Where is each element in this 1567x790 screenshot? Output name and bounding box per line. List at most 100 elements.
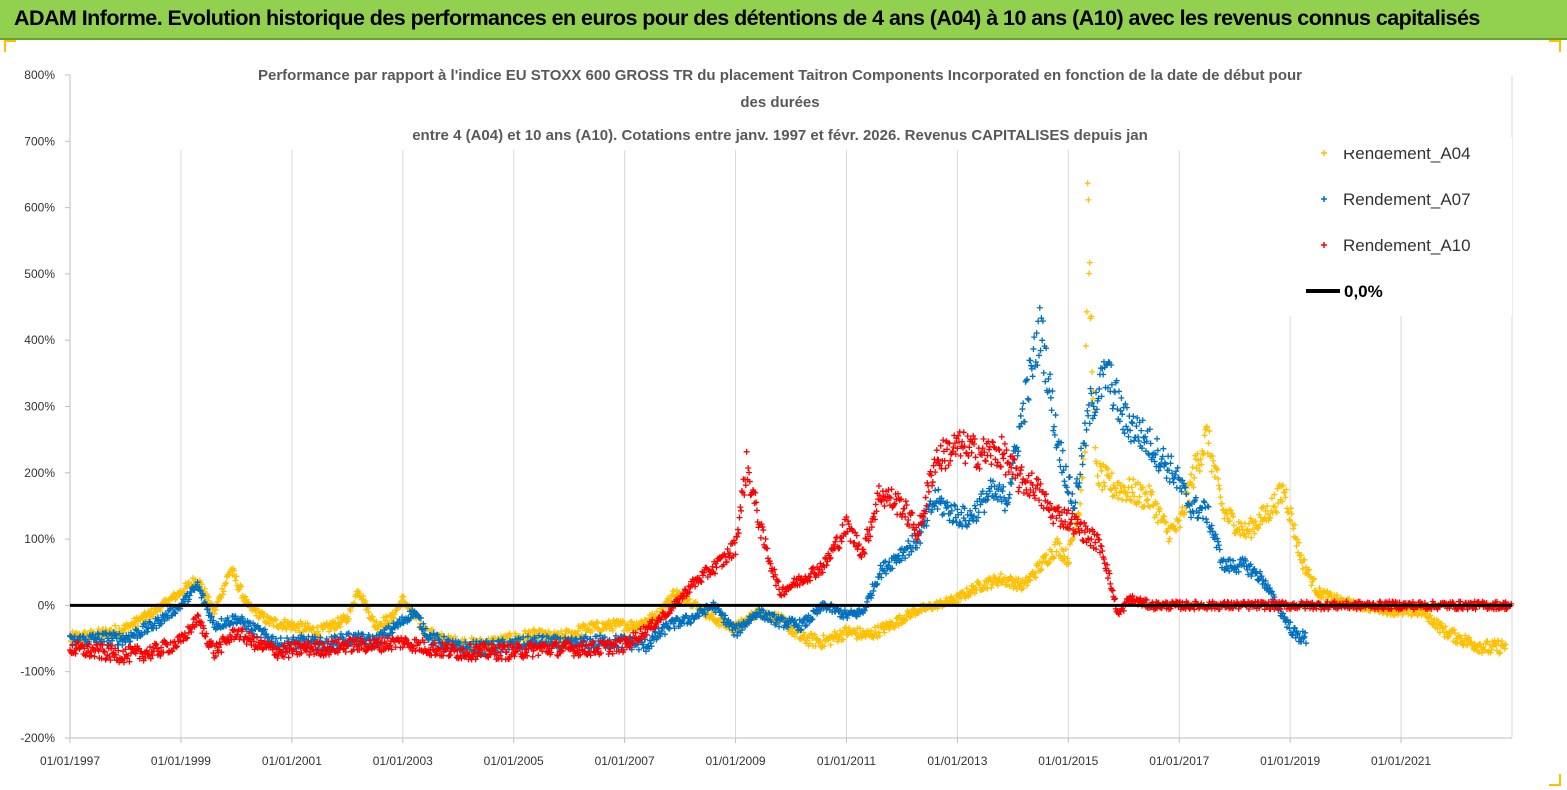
data-point [1275, 500, 1282, 507]
data-point [1210, 457, 1217, 464]
y-tick-label: -100% [20, 665, 55, 679]
data-point [1288, 510, 1295, 517]
data-point [1146, 504, 1153, 511]
data-point [1230, 513, 1237, 520]
data-point [1238, 523, 1245, 530]
data-point [161, 618, 168, 625]
data-point [1327, 590, 1334, 597]
y-tick-label: -200% [20, 731, 55, 745]
data-point [1027, 577, 1034, 584]
data-point [872, 628, 879, 635]
data-point [1310, 575, 1317, 582]
data-point [1054, 535, 1061, 542]
data-point [1157, 505, 1164, 512]
data-point [1046, 559, 1053, 566]
x-tick-label: 01/01/2011 [817, 754, 876, 768]
data-point [918, 608, 925, 615]
data-point [1425, 618, 1432, 625]
data-point [531, 627, 538, 634]
data-point [1193, 465, 1200, 472]
data-point [1101, 483, 1108, 490]
data-point [374, 626, 381, 633]
data-point [988, 584, 995, 591]
data-point [1209, 453, 1216, 460]
data-point [967, 589, 974, 596]
data-point [902, 616, 909, 623]
data-point [1318, 593, 1325, 600]
data-point [1299, 565, 1306, 572]
data-point [95, 631, 102, 638]
y-tick-label: 700% [24, 134, 55, 148]
data-point [241, 621, 248, 628]
data-point [1116, 479, 1123, 486]
data-point [1316, 585, 1323, 592]
data-point [233, 573, 240, 580]
y-tick-label: 500% [24, 267, 55, 281]
data-point [1248, 534, 1255, 541]
data-point [223, 579, 230, 586]
data-point [1290, 525, 1297, 532]
data-point [1428, 615, 1435, 622]
data-point [146, 618, 153, 625]
data-point [1287, 517, 1294, 524]
data-point [172, 610, 179, 617]
data-point [907, 614, 914, 621]
x-tick-label: 01/01/2015 [1038, 754, 1098, 768]
data-point [261, 626, 268, 633]
data-point [811, 631, 818, 638]
data-point [90, 628, 97, 635]
data-point [1176, 517, 1183, 524]
data-point [1271, 491, 1278, 498]
data-point [1064, 555, 1071, 562]
data-point [1427, 612, 1434, 619]
data-point [1099, 486, 1106, 493]
data-point [1149, 488, 1156, 495]
data-point [1051, 541, 1058, 548]
data-point [112, 631, 119, 638]
data-point [997, 571, 1004, 578]
data-point [208, 613, 215, 620]
data-point [277, 635, 284, 642]
data-point [789, 626, 796, 633]
data-point [284, 635, 291, 642]
data-point [1086, 259, 1093, 266]
data-point [1272, 503, 1279, 510]
data-point [1262, 507, 1269, 514]
data-point [1308, 582, 1315, 589]
data-point [605, 617, 612, 624]
data-point [1203, 424, 1210, 431]
x-tick-label: 01/01/2003 [373, 754, 433, 768]
data-point [238, 583, 245, 590]
data-point [1383, 610, 1390, 617]
data-point [1043, 551, 1050, 558]
data-point [1131, 493, 1138, 500]
data-point [237, 619, 244, 626]
data-point [1194, 450, 1201, 457]
data-point [1252, 518, 1259, 525]
data-point [875, 629, 882, 636]
data-point [218, 615, 225, 622]
data-point [369, 613, 376, 620]
data-point [429, 626, 436, 633]
data-point [1459, 642, 1466, 649]
data-point [185, 596, 192, 603]
data-point [1089, 395, 1096, 402]
data-point [1399, 611, 1406, 618]
data-point [1188, 471, 1195, 478]
data-point [264, 634, 271, 641]
data-point [1127, 496, 1134, 503]
data-point [125, 633, 132, 640]
data-point [219, 591, 226, 598]
data-point [1438, 620, 1445, 627]
data-point [1024, 582, 1031, 589]
data-point [1154, 500, 1161, 507]
data-point [1216, 486, 1223, 493]
data-point [231, 567, 238, 574]
data-point [1249, 526, 1256, 533]
data-point [360, 593, 367, 600]
data-point [1189, 464, 1196, 471]
data-point [1226, 517, 1233, 524]
data-point [948, 593, 955, 600]
data-point [1283, 486, 1290, 493]
data-point [365, 609, 372, 616]
